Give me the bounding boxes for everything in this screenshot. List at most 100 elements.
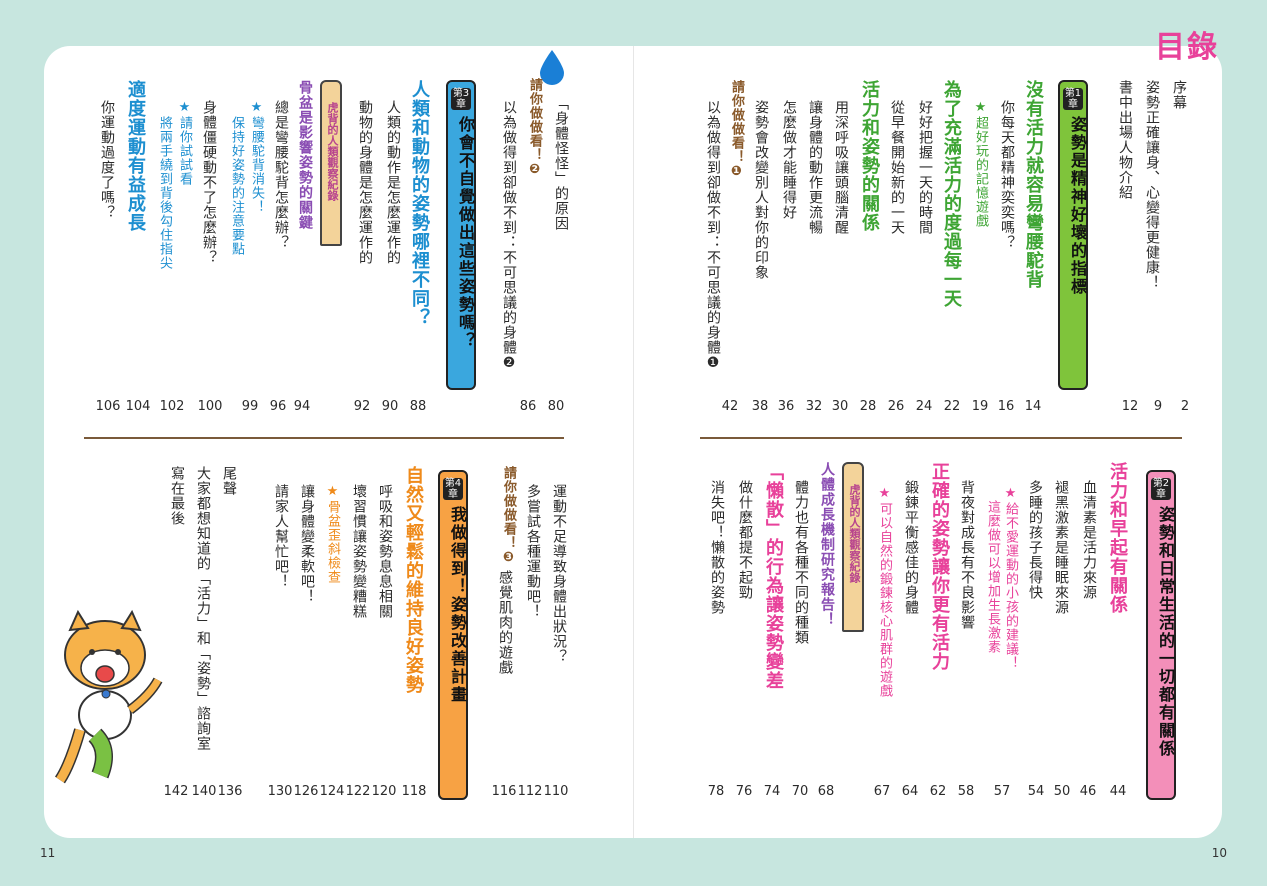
toc-entry[interactable]: 請家人幫忙吧！ [273, 484, 289, 589]
page-ref: 116 [491, 784, 517, 799]
page-ref: 19 [971, 399, 989, 414]
section-heading[interactable]: 正確的姿勢讓你更有活力 [929, 462, 950, 671]
pencil-icon: 虎背的人類觀察紀錄 [842, 462, 864, 632]
toc-entry[interactable]: 「身體怪怪」的原因 [553, 96, 569, 231]
section-heading[interactable]: 「懶散」的行為讓姿勢變差 [763, 462, 784, 690]
page-ref: 62 [929, 784, 947, 799]
page-number-left: 11 [40, 846, 56, 860]
toc-entry[interactable]: 序幕 [1171, 80, 1187, 110]
section-heading[interactable]: 自然又輕鬆的維持良好姿勢 [403, 466, 424, 694]
page-ref: 86 [519, 399, 537, 414]
toc-entry[interactable]: 做什麼都提不起勁 [737, 480, 753, 600]
toc-entry: 這麼做可以增加生長激素 [985, 500, 1000, 654]
toc-entry[interactable]: 總是彎腰駝背怎麼辦？ [273, 100, 289, 250]
pencil-icon: 虎背的人類觀察紀錄 [320, 80, 342, 246]
page-ref: 130 [267, 784, 293, 799]
page-ref: 90 [381, 399, 399, 414]
toc-entry[interactable]: 血清素是活力來源 [1081, 480, 1097, 600]
toc-entry[interactable]: 褪黑激素是睡眠來源 [1053, 480, 1069, 615]
toc-entry[interactable]: ★彎腰駝背消失！ [249, 100, 264, 214]
toc-entry[interactable]: 寫在最後 [169, 466, 185, 526]
section-heading[interactable]: 活力和早起有關係 [1107, 462, 1128, 614]
toc-entry[interactable]: 感覺肌肉的遊戲 [497, 570, 513, 675]
toc-entry[interactable]: 體力也有各種不同的種類 [793, 480, 809, 645]
page-ref: 2 [1180, 399, 1190, 414]
page-ref: 70 [791, 784, 809, 799]
toc-entry[interactable]: 從早餐開始新的一天 [889, 100, 905, 235]
page-ref: 104 [125, 399, 151, 414]
toc-entry[interactable]: ★骨盆歪斜檢查 [325, 484, 340, 584]
page-ref: 22 [943, 399, 961, 414]
toc-entry[interactable]: ★可以自然的鍛鍊核心肌群的遊戲 [877, 486, 892, 698]
right-divider [700, 437, 1182, 439]
toc-entry[interactable]: ★超好玩的記憶遊戲 [973, 100, 988, 228]
toc-entry[interactable]: 書中出場人物介紹 [1117, 80, 1133, 200]
toc-entry[interactable]: 背夜對成長有不良影響 [959, 480, 975, 630]
toc-entry[interactable]: 壞習慣讓姿勢變糟糕 [351, 484, 367, 619]
left-divider [84, 437, 564, 439]
section-heading[interactable]: 沒有活力就容易彎腰駝背 [1023, 80, 1044, 289]
toc-entry[interactable]: 讓身體變柔軟吧！ [299, 484, 315, 604]
section-heading[interactable]: 活力和姿勢的關係 [859, 80, 880, 232]
page-ref: 68 [817, 784, 835, 799]
page-ref: 24 [915, 399, 933, 414]
toc-entry: 將兩手繞到背後勾住指尖 [157, 116, 172, 270]
toc-entry[interactable]: 你運動過度了嗎？ [99, 100, 115, 220]
chapter-number: 第2章 [1151, 478, 1171, 500]
toc-entry[interactable]: ★給不愛運動的小孩的建議！ [1003, 486, 1018, 670]
page-ref: 118 [401, 784, 427, 799]
chapter-4-banner: 第4章 我做得到！姿勢改善計畫 [438, 470, 468, 800]
toc-entry[interactable]: 姿勢正確讓身、心變得更健康！ [1144, 80, 1160, 290]
toc-entry[interactable]: 用深呼吸讓頭腦清醒 [833, 100, 849, 235]
page-ref: 120 [371, 784, 397, 799]
page-ref: 76 [735, 784, 753, 799]
chapter-2-banner: 第2章 姿勢和日常生活的一切都有關係 [1146, 470, 1176, 800]
water-drop-icon [540, 50, 564, 85]
toc-entry[interactable]: 動物的身體是怎麼運作的 [357, 100, 373, 265]
page-ref: 99 [241, 399, 259, 414]
pencil-label: 虎背的人類觀察紀錄 [848, 484, 861, 583]
toc-entry[interactable]: ★請你試試看 [177, 100, 192, 186]
toc-entry[interactable]: 運動不足導致身體出狀況？ [551, 484, 567, 664]
chapter-1-banner: 第1章 姿勢是精神好壞的指標 [1058, 80, 1088, 390]
toc-entry[interactable]: 怎麼做才能睡得好 [781, 100, 797, 220]
page-ref: 42 [721, 399, 739, 414]
toc-entry[interactable]: 鍛鍊平衡感佳的身體 [903, 480, 919, 615]
page-ref: 100 [197, 399, 223, 414]
activity-label: 請你做做看！❶ [729, 80, 744, 180]
page-ref: 96 [269, 399, 287, 414]
page-ref: 67 [873, 784, 891, 799]
section-heading[interactable]: 人類和動物的姿勢哪裡不同？ [409, 80, 430, 327]
page-ref: 88 [409, 399, 427, 414]
chapter-title: 我做得到！姿勢改善計畫 [448, 506, 467, 704]
chapter-title: 你會不自覺做出這些姿勢嗎？ [456, 116, 475, 350]
page-ref: 102 [159, 399, 185, 414]
section-heading[interactable]: 適度運動有益成長 [125, 80, 146, 232]
section-heading[interactable]: 為了充滿活力的度過每一天 [941, 80, 962, 308]
page-ref: 78 [707, 784, 725, 799]
toc-entry[interactable]: 好好把握一天的時間 [917, 100, 933, 235]
toc-entry[interactable]: 讓身體的動作更流暢 [807, 100, 823, 235]
page-number-right: 10 [1211, 846, 1227, 860]
toc-entry[interactable]: 人體成長機制研究報告！ [819, 462, 835, 627]
page-ref: 38 [751, 399, 769, 414]
page-ref: 26 [887, 399, 905, 414]
chapter-number: 第4章 [443, 478, 463, 500]
toc-entry[interactable]: 大家都想知道的「活力」和「姿勢」諮詢室 [195, 466, 211, 751]
toc-entry[interactable]: 呼吸和姿勢息息相關 [377, 484, 393, 619]
toc-entry[interactable]: 消失吧！懶散的姿勢 [709, 480, 725, 615]
toc-entry[interactable]: 以為做得到卻做不到：不可思議的身體❶ [705, 100, 721, 372]
toc-entry[interactable]: 姿勢會改變別人對你的印象 [753, 100, 769, 280]
toc-entry[interactable]: 尾聲 [221, 466, 237, 496]
toc-entry[interactable]: 身體僵硬動不了怎麼辦？ [201, 100, 217, 265]
tiger-mascot-illustration [54, 609, 163, 784]
toc-entry[interactable]: 以為做得到卻做不到：不可思議的身體❷ [501, 100, 517, 372]
toc-entry[interactable]: 你每天都精神奕奕嗎？ [999, 100, 1015, 250]
page-ref: 16 [997, 399, 1015, 414]
toc-entry[interactable]: 多睡的孩子長得快 [1027, 480, 1043, 600]
chapter-title: 姿勢是精神好壞的指標 [1068, 116, 1087, 296]
toc-entry[interactable]: 骨盆是影響姿勢的關鍵 [297, 80, 313, 230]
toc-entry[interactable]: 人類的動作是怎麼運作的 [385, 100, 401, 265]
page-ref: 32 [805, 399, 823, 414]
toc-entry[interactable]: 多嘗試各種運動吧！ [525, 484, 541, 619]
